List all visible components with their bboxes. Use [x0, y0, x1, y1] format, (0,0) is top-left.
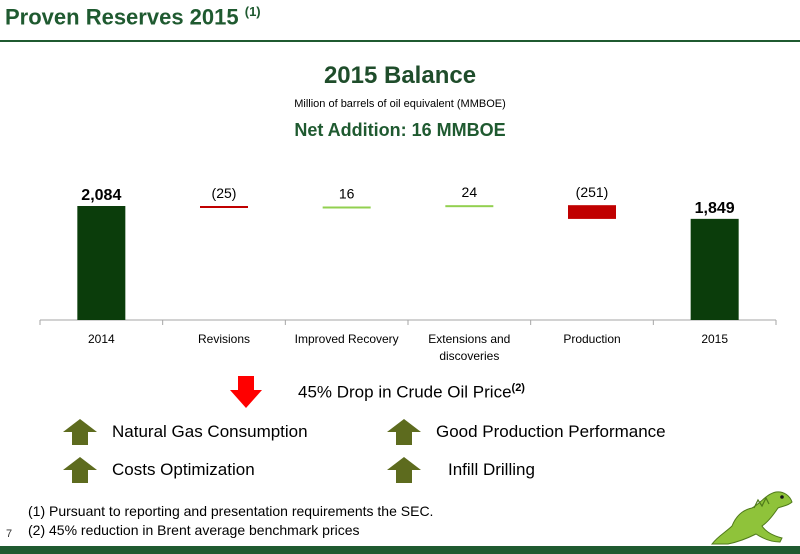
x-tick-label: Extensions and discoveries: [428, 332, 510, 363]
page-number: 7: [6, 528, 13, 540]
data-label: 1,849: [695, 200, 735, 217]
data-label: 24: [462, 184, 478, 200]
iguana-logo-icon: [710, 491, 793, 545]
footnote-2: (2) 45% reduction in Brent average bench…: [28, 522, 360, 538]
factor-label: Natural Gas Consumption: [112, 422, 308, 441]
header: Proven Reserves 2015 (1): [0, 0, 800, 38]
price-drop-text: 45% Drop in Crude Oil Price(2): [298, 382, 525, 403]
title-footnote-ref: (1): [244, 4, 261, 19]
footnote-1: (1) Pursuant to reporting and presentati…: [28, 503, 434, 519]
balance-title: 2015 Balance: [323, 62, 477, 89]
x-tick-label: 2014: [88, 332, 115, 346]
bar-total: [77, 206, 126, 320]
x-tick-label: Improved Recovery: [295, 332, 399, 346]
factor-label: Costs Optimization: [112, 460, 255, 479]
page-title: Proven Reserves 2015 (1): [5, 4, 261, 30]
olive-up-arrow-icon: [63, 457, 97, 483]
bar-decrease: [200, 206, 248, 208]
factor-label: Infill Drilling: [448, 460, 535, 479]
x-tick-label: 2015: [701, 332, 728, 346]
x-tick-label: Revisions: [198, 332, 250, 346]
bar-decrease: [568, 205, 616, 219]
olive-up-arrow-icon: [387, 457, 421, 483]
page-title-text: Proven Reserves 2015: [5, 4, 239, 30]
red-down-arrow-icon: [230, 376, 262, 408]
x-tick-label: Production: [563, 332, 620, 346]
olive-up-arrow-icon: [387, 419, 421, 445]
header-divider: [0, 40, 800, 42]
waterfall-chart: 2,084 (25) 16 24 (251) 1,849 2014 Revisions Impr…: [39, 184, 777, 363]
data-label: 16: [339, 185, 355, 201]
footnotes: (1) Pursuant to reporting and presentati…: [28, 502, 433, 540]
data-label: (251): [576, 184, 609, 200]
price-drop-footnote-ref: (2): [511, 382, 525, 394]
price-drop-row: 45% Drop in Crude Oil Price(2): [228, 374, 628, 410]
footer-bar: [0, 546, 800, 554]
balance-subtitle: Million of barrels of oil equivalent (MM…: [294, 98, 506, 110]
olive-up-arrow-icon: [63, 419, 97, 445]
data-label: 2,084: [81, 187, 121, 204]
data-label: (25): [212, 185, 237, 201]
net-addition: Net Addition: 16 MMBOE: [294, 120, 506, 140]
bar-increase: [322, 206, 371, 209]
price-drop-label: 45% Drop in Crude Oil Price: [298, 382, 512, 402]
factor-label: Good Production Performance: [436, 422, 666, 441]
bar-increase: [445, 205, 494, 208]
bar-total: [690, 218, 739, 320]
